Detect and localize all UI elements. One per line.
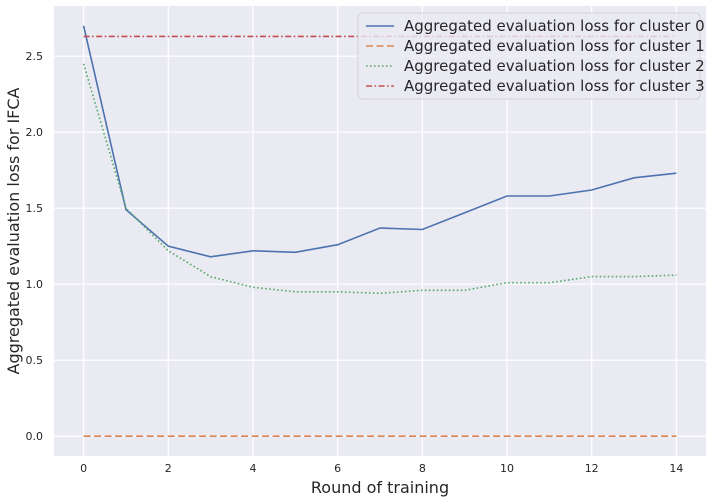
legend-label-cluster-0: Aggregated evaluation loss for cluster 0	[404, 17, 705, 35]
x-tick-label: 4	[249, 462, 256, 475]
x-tick-label: 10	[500, 462, 514, 475]
y-tick-label: 0.5	[26, 354, 44, 367]
y-tick-label: 1.5	[26, 202, 44, 215]
y-tick-labels: 0.0 0.5 1.0 1.5 2.0 2.5	[26, 50, 44, 443]
x-tick-label: 8	[419, 462, 426, 475]
x-axis-label: Round of training	[311, 478, 449, 497]
y-axis-label: Aggregated evaluation loss for IFCA	[4, 87, 23, 374]
y-tick-label: 0.0	[26, 430, 44, 443]
legend: Aggregated evaluation loss for cluster 0…	[358, 13, 705, 99]
y-tick-label: 1.0	[26, 278, 44, 291]
y-tick-label: 2.0	[26, 126, 44, 139]
y-tick-label: 2.5	[26, 50, 44, 63]
x-tick-label: 6	[334, 462, 341, 475]
legend-label-cluster-2: Aggregated evaluation loss for cluster 2	[404, 57, 705, 75]
x-tick-label: 12	[585, 462, 599, 475]
x-tick-labels: 0 2 4 6 8 10 12 14	[80, 462, 683, 475]
x-tick-label: 0	[80, 462, 87, 475]
x-tick-label: 14	[669, 462, 683, 475]
legend-label-cluster-1: Aggregated evaluation loss for cluster 1	[404, 37, 705, 55]
x-tick-label: 2	[165, 462, 172, 475]
legend-label-cluster-3: Aggregated evaluation loss for cluster 3	[404, 77, 705, 95]
